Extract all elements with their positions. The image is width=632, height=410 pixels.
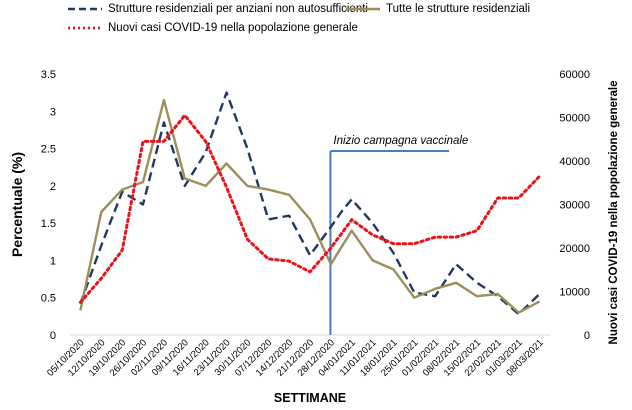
legend-line-dotted-icon [68,26,102,30]
x-axis-title: SETTIMANE [274,391,346,405]
y2-tick-label: 10000 [559,287,590,299]
legend-label: Tutte le strutture residenziali [386,3,531,15]
y-tick-label: 2 [50,181,56,193]
y-tick-label: 1 [50,255,56,267]
y-tick-label: 3.5 [41,69,56,81]
y2-tick-label: 20000 [559,243,590,255]
y2-tick-label: 30000 [559,200,590,212]
y-tick-label: 1.5 [41,218,56,230]
series-line-nuovi-casi [78,113,542,304]
series-line-strutture-anziani [79,91,541,316]
y-tick-label: 0 [50,330,56,342]
legend-line-solid-icon [346,7,380,11]
y-tick-label: 2.5 [41,144,56,156]
y2-axis-title: Nuovi casi COVID-19 nella popolazione ge… [608,81,620,345]
y2-tick-label: 50000 [559,113,590,125]
y2-tick-label: 40000 [559,156,590,168]
chart-labels: 0 0.5 1 1.5 2 2.5 3 3.5 0 10000 20000 30000 40000 500… [9,69,620,405]
legend-item-tutte-strutture: Tutte le strutture residenziali [346,3,530,15]
vaccination-annotation: Inizio campagna vaccinale [329,135,468,335]
y-axis-title: Percentuale (%) [9,152,25,257]
y2-tick-label: 0 [584,330,590,342]
legend: Strutture residenziali per anziani non a… [0,0,632,40]
y2-tick-label: 60000 [559,69,590,81]
chart-series [78,91,542,316]
y-tick-label: 3 [50,106,56,118]
series-line-tutte-strutture [79,98,541,314]
legend-label: Strutture residenziali per anziani non a… [108,3,368,15]
y-tick-label: 0.5 [41,293,56,305]
annotation-label: Inizio campagna vaccinale [333,135,468,147]
legend-line-dashed-icon [68,7,102,11]
legend-item-nuovi-casi: Nuovi casi COVID-19 nella popolazione ge… [68,22,358,34]
legend-label: Nuovi casi COVID-19 nella popolazione ge… [108,22,358,34]
legend-item-strutture-anziani: Strutture residenziali per anziani non a… [68,3,368,15]
